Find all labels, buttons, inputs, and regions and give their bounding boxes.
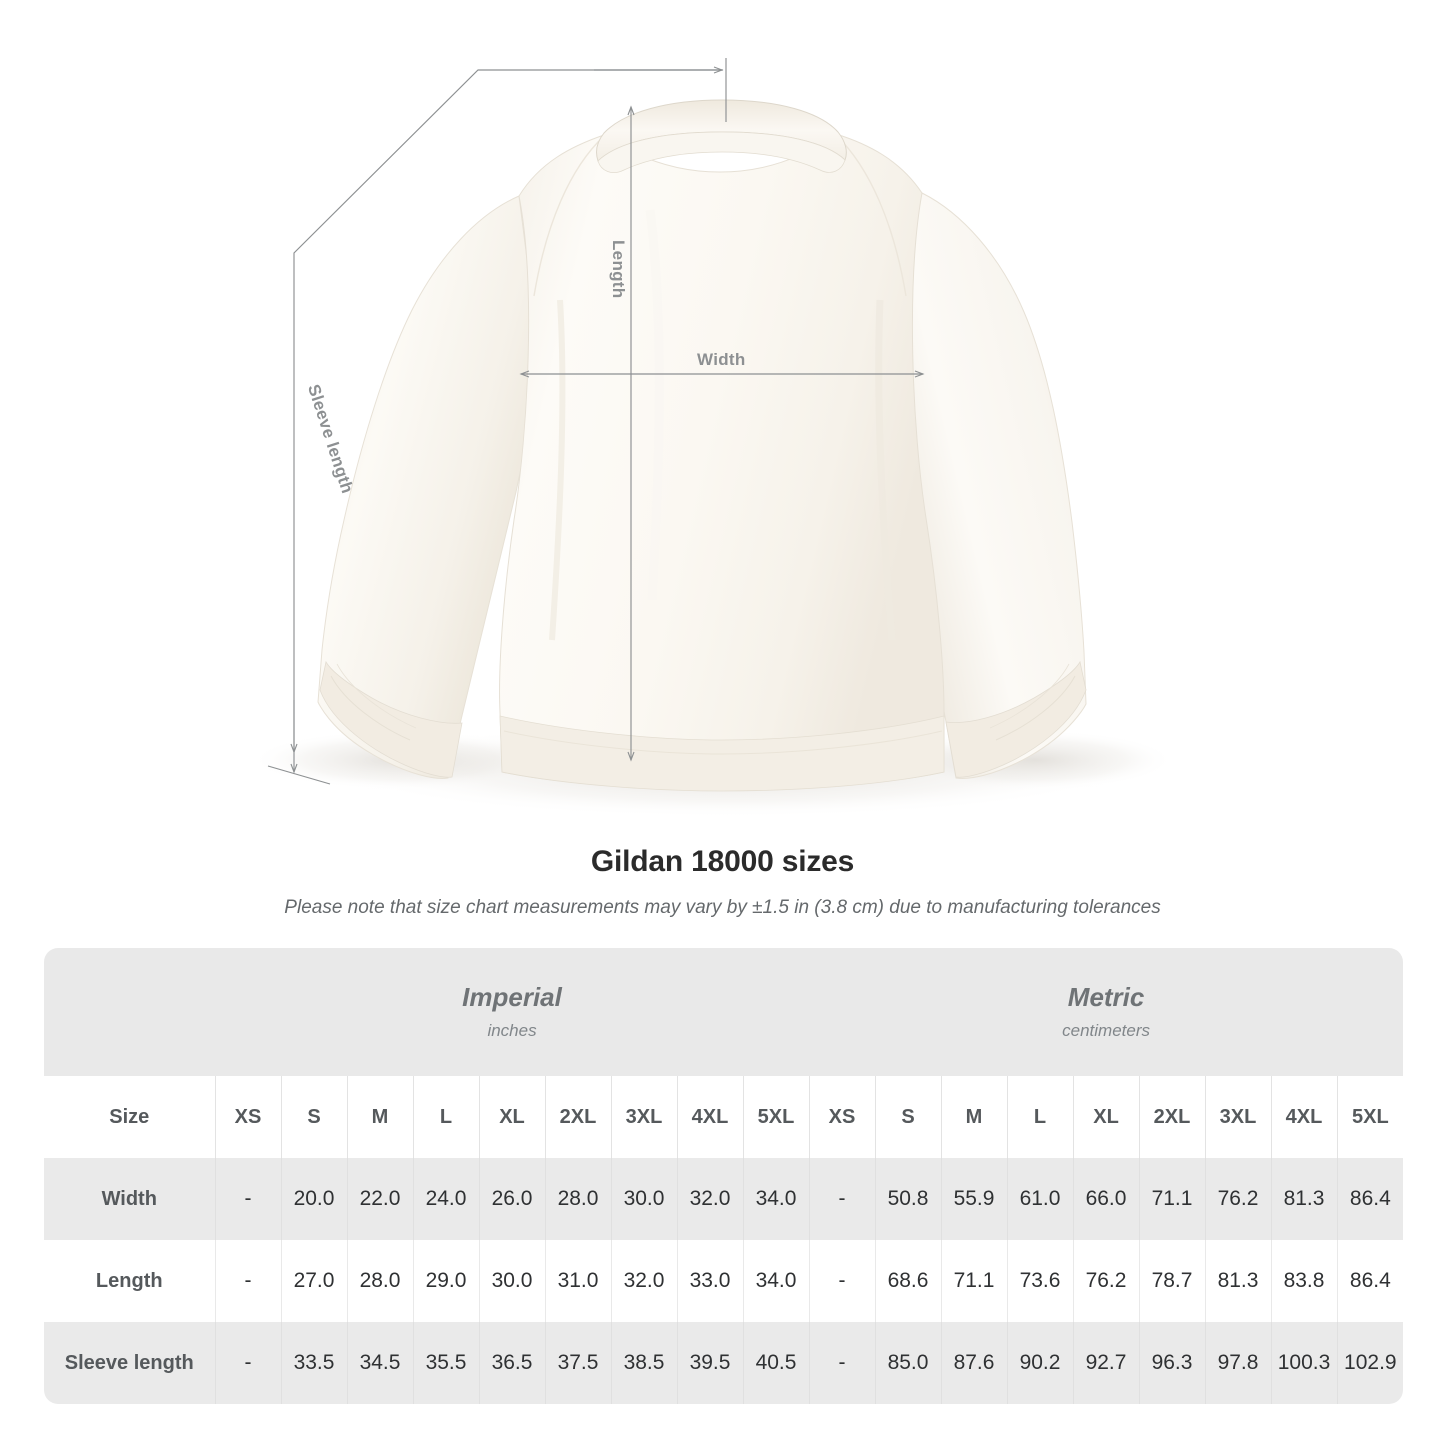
cell-length-imperial-4xl: 33.0 (676, 1240, 743, 1322)
cell-width-imperial-3xl: 30.0 (610, 1158, 677, 1240)
cell-length-metric-xs: - (808, 1240, 876, 1322)
size-chart-table: Imperial inches Metric centimeters Size XS S M L… (44, 948, 1404, 1404)
size-header-imperial-l: L (412, 1076, 479, 1158)
size-header-metric-3xl: 3XL (1204, 1076, 1272, 1158)
size-chart-table-container: Imperial inches Metric centimeters Size XS S M L… (44, 948, 1404, 1404)
cell-length-imperial-2xl: 31.0 (544, 1240, 611, 1322)
cell-sleeve-length-imperial-2xl: 37.5 (544, 1322, 611, 1404)
cell-sleeve-length-metric-4xl: 100.3 (1270, 1322, 1338, 1404)
unit-banner-spacer (44, 948, 215, 1076)
unit-system-name: Metric (1067, 981, 1145, 1012)
cell-length-imperial-xl: 30.0 (478, 1240, 545, 1322)
cell-sleeve-length-imperial-4xl: 39.5 (676, 1322, 743, 1404)
row-label-sleeve-length: Sleeve length (44, 1322, 215, 1404)
size-header-metric-5xl: 5XL (1336, 1076, 1404, 1158)
row-label-length: Length (44, 1240, 215, 1322)
cell-sleeve-length-metric-m: 87.6 (940, 1322, 1008, 1404)
size-header-imperial-4xl: 4XL (676, 1076, 743, 1158)
cell-length-imperial-3xl: 32.0 (610, 1240, 677, 1322)
cell-width-imperial-l: 24.0 (412, 1158, 479, 1240)
cell-length-metric-s: 68.6 (874, 1240, 942, 1322)
unit-system-banner-row: Imperial inches Metric centimeters (44, 948, 1404, 1076)
size-header-imperial-2xl: 2XL (544, 1076, 611, 1158)
cell-sleeve-length-imperial-xs: - (214, 1322, 281, 1404)
cell-sleeve-length-imperial-s: 33.5 (280, 1322, 347, 1404)
size-header-imperial-m: M (346, 1076, 413, 1158)
cell-sleeve-length-imperial-5xl: 40.5 (742, 1322, 810, 1404)
cell-length-imperial-s: 27.0 (280, 1240, 347, 1322)
unit-system-name: Imperial (462, 981, 562, 1012)
cell-width-metric-xl: 66.0 (1072, 1158, 1140, 1240)
length-dimension-label: Length (609, 240, 628, 299)
cell-sleeve-length-metric-xl: 92.7 (1072, 1322, 1140, 1404)
unit-system-unit: inches (487, 1021, 537, 1041)
cell-sleeve-length-metric-5xl: 102.9 (1336, 1322, 1404, 1404)
cell-length-metric-xl: 76.2 (1072, 1240, 1140, 1322)
cell-length-imperial-l: 29.0 (412, 1240, 479, 1322)
cell-width-imperial-5xl: 34.0 (742, 1158, 810, 1240)
sweatshirt-illustration (250, 58, 1175, 818)
cell-width-imperial-4xl: 32.0 (676, 1158, 743, 1240)
cell-sleeve-length-metric-xs: - (808, 1322, 876, 1404)
cell-width-metric-s: 50.8 (874, 1158, 942, 1240)
cell-sleeve-length-imperial-l: 35.5 (412, 1322, 479, 1404)
cuff-tick (267, 765, 331, 785)
garment-diagram: Length Width Sleeve length (250, 58, 1175, 818)
cell-width-metric-m: 55.9 (940, 1158, 1008, 1240)
cell-width-metric-l: 61.0 (1006, 1158, 1074, 1240)
size-header-metric-s: S (874, 1076, 942, 1158)
size-header-imperial-3xl: 3XL (610, 1076, 677, 1158)
width-dimension-label: Width (697, 350, 746, 369)
size-header-metric-l: L (1006, 1076, 1074, 1158)
cell-length-metric-5xl: 86.4 (1336, 1240, 1404, 1322)
tolerance-note: Please note that size chart measurements… (284, 897, 1161, 918)
cell-width-imperial-2xl: 28.0 (544, 1158, 611, 1240)
page-title: Gildan 18000 sizes (590, 845, 855, 878)
size-header-metric-4xl: 4XL (1270, 1076, 1338, 1158)
cell-length-imperial-m: 28.0 (346, 1240, 413, 1322)
title-block: Gildan 18000 sizes Please note that size… (0, 845, 1445, 919)
size-header-metric-2xl: 2XL (1138, 1076, 1206, 1158)
cell-width-imperial-s: 20.0 (280, 1158, 347, 1240)
size-header-metric-xs: XS (808, 1076, 876, 1158)
column-header-size: Size (44, 1076, 215, 1158)
size-header-imperial-5xl: 5XL (742, 1076, 810, 1158)
unit-system-imperial: Imperial inches (215, 948, 810, 1076)
table-row: Length -27.0 28.0 29.0 30.0 31.0 32.0 33.0 34.0-… (44, 1240, 1404, 1322)
cell-length-imperial-5xl: 34.0 (742, 1240, 810, 1322)
cell-width-metric-4xl: 81.3 (1270, 1158, 1338, 1240)
cell-length-metric-l: 73.6 (1006, 1240, 1074, 1322)
size-header-imperial-xs: XS (214, 1076, 281, 1158)
cell-sleeve-length-metric-3xl: 97.8 (1204, 1322, 1272, 1404)
cell-length-metric-4xl: 83.8 (1270, 1240, 1338, 1322)
cell-length-metric-2xl: 78.7 (1138, 1240, 1206, 1322)
cell-width-metric-xs: - (808, 1158, 876, 1240)
size-header-metric-m: M (940, 1076, 1008, 1158)
unit-system-metric: Metric centimeters (809, 948, 1404, 1076)
cell-width-metric-3xl: 76.2 (1204, 1158, 1272, 1240)
cell-width-imperial-xs: - (214, 1158, 281, 1240)
cell-width-metric-5xl: 86.4 (1336, 1158, 1404, 1240)
cell-length-imperial-xs: - (214, 1240, 281, 1322)
cell-length-metric-3xl: 81.3 (1204, 1240, 1272, 1322)
row-label-width: Width (44, 1158, 215, 1240)
table-row: Sleeve length -33.5 34.5 35.5 36.5 37.5 38.5 39… (44, 1322, 1404, 1404)
cell-sleeve-length-imperial-m: 34.5 (346, 1322, 413, 1404)
cell-sleeve-length-imperial-xl: 36.5 (478, 1322, 545, 1404)
size-header-row: Size XS S M L XL 2XL 3XL 4XL 5XL XS S M L XL 2XL 3XL 4XL 5… (44, 1076, 1404, 1158)
cell-width-imperial-m: 22.0 (346, 1158, 413, 1240)
cell-sleeve-length-metric-2xl: 96.3 (1138, 1322, 1206, 1404)
size-header-imperial-xl: XL (478, 1076, 545, 1158)
cell-sleeve-length-imperial-3xl: 38.5 (610, 1322, 677, 1404)
size-header-metric-xl: XL (1072, 1076, 1140, 1158)
size-header-imperial-s: S (280, 1076, 347, 1158)
cell-length-metric-m: 71.1 (940, 1240, 1008, 1322)
table-row: Width -20.0 22.0 24.0 26.0 28.0 30.0 32.0 34.0-5… (44, 1158, 1404, 1240)
cell-sleeve-length-metric-l: 90.2 (1006, 1322, 1074, 1404)
cell-width-metric-2xl: 71.1 (1138, 1158, 1206, 1240)
cell-width-imperial-xl: 26.0 (478, 1158, 545, 1240)
cell-sleeve-length-metric-s: 85.0 (874, 1322, 942, 1404)
unit-system-unit: centimeters (1062, 1021, 1151, 1041)
